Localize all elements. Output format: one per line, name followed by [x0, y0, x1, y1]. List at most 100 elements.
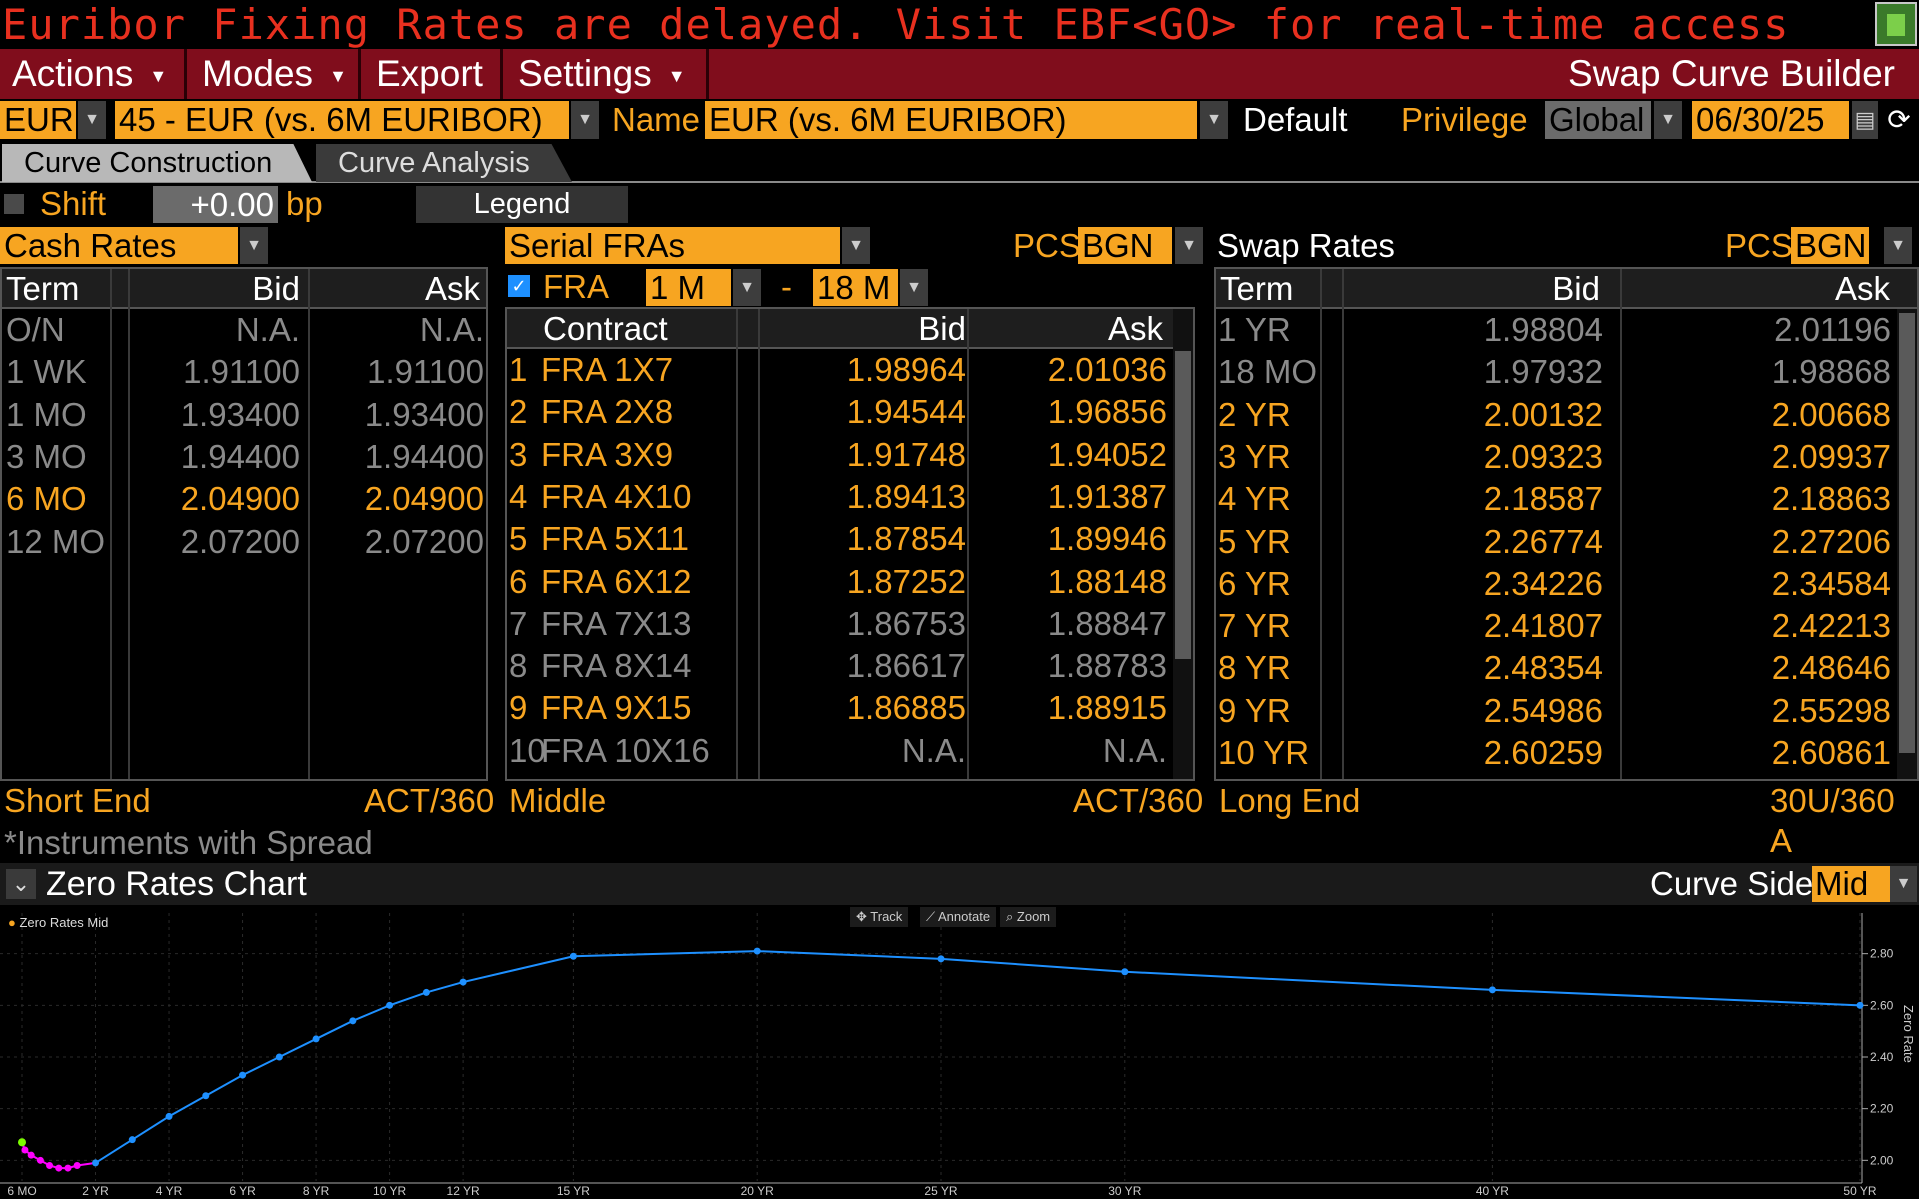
settings-menu[interactable]: Settings ▼: [506, 49, 709, 99]
cash-rates-dropdown-icon[interactable]: ▼: [240, 227, 268, 264]
fra-from-dropdown-icon[interactable]: ▼: [733, 269, 761, 306]
table-row[interactable]: 2 YR 2.00132 2.00668: [1216, 394, 1917, 436]
row-number-cell: 8: [509, 647, 528, 685]
table-row[interactable]: O/N N.A. N.A.: [2, 309, 486, 351]
table-row[interactable]: 3 MO 1.94400 1.94400: [2, 436, 486, 478]
actions-menu[interactable]: Actions ▼: [0, 49, 187, 99]
currency-dropdown-icon[interactable]: ▼: [78, 101, 106, 139]
bid-cell: 1.87854: [846, 520, 966, 558]
name-dropdown-icon[interactable]: ▼: [1200, 101, 1228, 139]
x-tick-label: 12 YR: [447, 1184, 480, 1198]
table-row[interactable]: 2 FRA 2X8 1.94544 1.96856: [507, 391, 1193, 433]
export-menu-label: Export: [376, 53, 483, 94]
table-row[interactable]: 12 MO 2.07200 2.07200: [2, 521, 486, 563]
table-row[interactable]: 5 FRA 5X11 1.87854 1.89946: [507, 518, 1193, 560]
swap-scrollbar[interactable]: [1897, 309, 1917, 779]
launchpad-icon[interactable]: [1875, 2, 1917, 46]
middle-label: Middle: [509, 782, 607, 819]
table-row[interactable]: 10 FRA 10X16 N.A. N.A.: [507, 730, 1193, 772]
curve-selection-bar: EUR ▼ 45 - EUR (vs. 6M EURIBOR) ▼ Name E…: [0, 99, 1919, 141]
table-row[interactable]: 5 YR 2.26774 2.27206: [1216, 521, 1917, 563]
track-button[interactable]: ✥ Track: [850, 907, 909, 927]
table-row[interactable]: 6 FRA 6X12 1.87252 1.88148: [507, 561, 1193, 603]
cash-rates-header: Cash Rates ▼: [0, 227, 490, 265]
column-header-contract[interactable]: Contract: [543, 310, 668, 347]
refresh-icon[interactable]: ⟳: [1882, 101, 1916, 139]
zoom-button[interactable]: ⌕ Zoom: [1000, 907, 1057, 927]
name-field[interactable]: EUR (vs. 6M EURIBOR): [705, 101, 1197, 139]
table-row[interactable]: 1 WK 1.91100 1.91100: [2, 351, 486, 393]
zero-rates-chart-svg[interactable]: 6 MO 2 YR 4 YR 6 YR 8 YR 10 YR 12 YR 15 YR 20 YR…: [0, 905, 1919, 1199]
tab-curve-analysis[interactable]: Curve Analysis: [316, 144, 572, 182]
currency-field[interactable]: EUR: [0, 101, 76, 139]
legend-button[interactable]: Legend: [416, 186, 628, 223]
date-field[interactable]: 06/30/25: [1692, 101, 1849, 139]
fra-scrollbar-thumb[interactable]: [1175, 351, 1191, 659]
ask-cell: 1.94400: [364, 437, 484, 475]
privilege-field[interactable]: Global: [1545, 101, 1651, 139]
fra-pcs-dropdown-icon[interactable]: ▼: [1175, 227, 1203, 264]
calendar-icon[interactable]: ▤: [1852, 101, 1878, 139]
shift-input[interactable]: +0.00: [153, 186, 278, 223]
modes-menu[interactable]: Modes ▼: [190, 49, 361, 99]
column-header-ask[interactable]: Ask: [1834, 270, 1890, 307]
fra-selector[interactable]: Serial FRAs: [505, 227, 840, 264]
x-tick-label: 20 YR: [741, 1184, 774, 1198]
curve-dropdown-icon[interactable]: ▼: [571, 101, 599, 139]
menu-bar: Actions ▼ Modes ▼ Export Settings ▼ Swap Cu…: [0, 49, 1919, 99]
table-row[interactable]: 4 FRA 4X10 1.89413 1.91387: [507, 476, 1193, 518]
column-header-ask[interactable]: Ask: [424, 270, 480, 307]
table-row[interactable]: 1 YR 1.98804 2.01196: [1216, 309, 1917, 351]
table-row[interactable]: 1 FRA 1X7 1.98964 2.01036: [507, 349, 1193, 391]
table-row[interactable]: 10 YR 2.60259 2.60861: [1216, 732, 1917, 774]
table-row[interactable]: 1 MO 1.93400 1.93400: [2, 394, 486, 436]
table-row[interactable]: 18 MO 1.97932 1.98868: [1216, 351, 1917, 393]
curve-side-dropdown-icon[interactable]: ▼: [1890, 866, 1917, 902]
table-row[interactable]: 7 YR 2.41807 2.42213: [1216, 605, 1917, 647]
fra-to-dropdown-icon[interactable]: ▼: [900, 269, 928, 306]
table-row[interactable]: 9 YR 2.54986 2.55298: [1216, 690, 1917, 732]
cash-rates-selector[interactable]: Cash Rates: [0, 227, 238, 264]
curve-field[interactable]: 45 - EUR (vs. 6M EURIBOR): [115, 101, 569, 139]
bid-cell: 2.41807: [1483, 607, 1603, 645]
table-row[interactable]: 9 FRA 9X15 1.86885 1.88915: [507, 687, 1193, 729]
column-header-term[interactable]: Term: [6, 270, 80, 307]
fra-pcs-field[interactable]: BGN: [1078, 227, 1172, 264]
table-row[interactable]: 8 FRA 8X14 1.86617 1.88783: [507, 645, 1193, 687]
table-row[interactable]: 3 YR 2.09323 2.09937: [1216, 436, 1917, 478]
term-cell: 9 YR: [1218, 691, 1291, 729]
column-header-ask[interactable]: Ask: [1107, 310, 1163, 347]
fra-dropdown-icon[interactable]: ▼: [842, 227, 870, 264]
swap-scrollbar-thumb[interactable]: [1899, 313, 1915, 753]
swap-pcs-field[interactable]: BGN: [1791, 227, 1869, 264]
ask-cell: 2.34584: [1771, 564, 1891, 602]
table-row[interactable]: 6 MO 2.04900 2.04900: [2, 478, 486, 520]
fra-scrollbar[interactable]: [1173, 309, 1193, 779]
annotate-button[interactable]: ⟋ Annotate: [920, 907, 997, 927]
swap-pcs-dropdown-icon[interactable]: ▼: [1884, 227, 1912, 264]
short-end-daycount: ACT/360: [364, 782, 495, 819]
column-header-term[interactable]: Term: [1220, 270, 1294, 307]
fra-from-field[interactable]: 1 M: [646, 269, 731, 306]
zero-rates-chart[interactable]: 6 MO 2 YR 4 YR 6 YR 8 YR 10 YR 12 YR 15 YR 20 YR…: [0, 905, 1919, 1199]
default-button[interactable]: Default: [1243, 101, 1348, 138]
shift-checkbox[interactable]: [4, 194, 24, 214]
collapse-chevron-icon[interactable]: ⌄: [6, 869, 36, 899]
column-header-bid[interactable]: Bid: [1552, 270, 1600, 307]
table-row[interactable]: 6 YR 2.34226 2.34584: [1216, 563, 1917, 605]
term-cell: 1 WK: [6, 353, 87, 391]
table-row[interactable]: 8 YR 2.48354 2.48646: [1216, 647, 1917, 689]
fra-to-field[interactable]: 18 M: [813, 269, 898, 306]
export-menu[interactable]: Export: [364, 49, 503, 99]
tab-curve-construction[interactable]: Curve Construction: [2, 144, 312, 182]
privilege-dropdown-icon[interactable]: ▼: [1654, 101, 1682, 139]
data-point: [18, 1138, 26, 1147]
fra-checkbox[interactable]: ✓: [508, 275, 530, 297]
table-row[interactable]: 3 FRA 3X9 1.91748 1.94052: [507, 434, 1193, 476]
bid-cell: 1.86617: [846, 647, 966, 685]
column-header-bid[interactable]: Bid: [252, 270, 300, 307]
table-row[interactable]: 4 YR 2.18587 2.18863: [1216, 478, 1917, 520]
curve-side-field[interactable]: Mid: [1812, 866, 1890, 902]
table-row[interactable]: 7 FRA 7X13 1.86753 1.88847: [507, 603, 1193, 645]
column-header-bid[interactable]: Bid: [918, 310, 966, 347]
